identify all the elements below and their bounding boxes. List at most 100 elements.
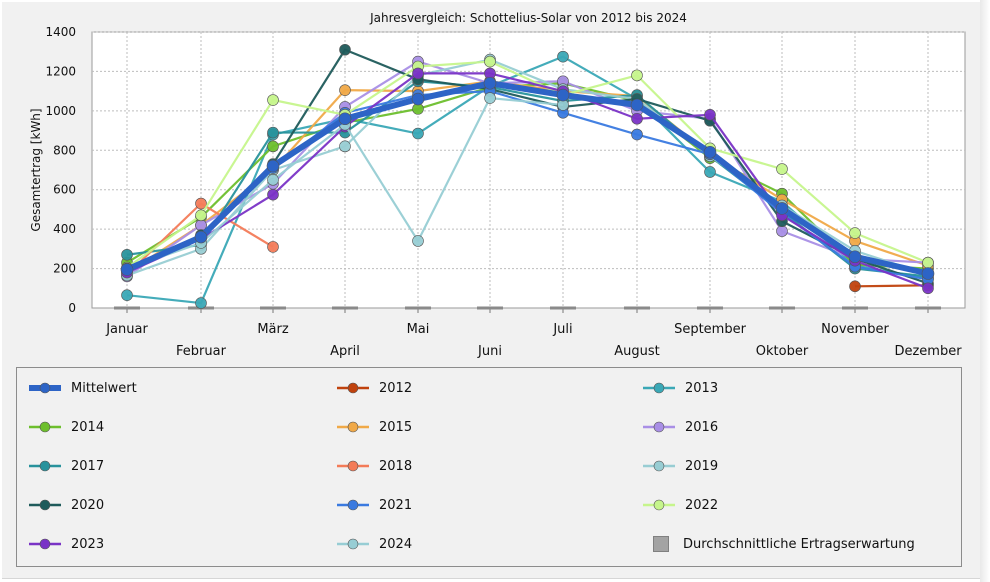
legend-label: 2021	[379, 497, 413, 513]
data-point	[704, 166, 716, 178]
data-point	[267, 94, 279, 106]
series-line	[126, 60, 929, 269]
data-point	[704, 109, 716, 121]
data-point	[412, 235, 424, 247]
data-point	[922, 256, 934, 269]
data-point	[267, 126, 279, 139]
legend-item: 2012	[335, 378, 412, 398]
data-point	[121, 248, 133, 261]
data-point	[921, 267, 935, 280]
expectation-bar	[915, 306, 941, 310]
y-axis-label: Gesamtertrag [kWh]	[29, 108, 43, 231]
data-point	[557, 50, 569, 63]
x-tick-label: Januar	[105, 322, 148, 337]
data-point	[195, 209, 207, 222]
legend-swatch	[29, 421, 61, 433]
legend-label: 2022	[685, 497, 719, 513]
x-tick-label: Mai	[407, 322, 430, 337]
data-point	[484, 92, 496, 104]
series-line	[125, 80, 929, 277]
legend-item: 2014	[27, 417, 104, 437]
data-point	[483, 76, 497, 90]
data-point	[267, 174, 279, 186]
data-point	[776, 163, 788, 175]
legend-label: 2016	[685, 419, 719, 435]
legend-label: Durchschnittliche Ertragserwartung	[683, 536, 915, 552]
legend-label: 2014	[71, 419, 105, 435]
legend-label: 2017	[71, 458, 105, 474]
legend-swatch	[337, 460, 369, 472]
data-point	[195, 297, 207, 309]
window-edge	[980, 0, 990, 582]
legend-item: 2019	[641, 456, 718, 476]
line-chart: 0 200 400 600 800 1000 1200 1400 Januar Februar Mä…	[29, 11, 966, 359]
data-point	[631, 69, 643, 82]
legend-swatch	[643, 499, 675, 511]
legend-item: 2017	[27, 456, 104, 476]
legend-item: 2022	[641, 495, 718, 515]
data-point	[339, 43, 351, 56]
legend-swatch	[653, 536, 669, 552]
legend-label: 2020	[71, 497, 105, 513]
data-point	[267, 188, 279, 201]
legend-swatch	[337, 538, 369, 550]
expectation-bar	[624, 306, 650, 310]
legend-item: 2021	[335, 495, 412, 515]
data-point	[631, 128, 643, 141]
x-tick-label: Februar	[176, 344, 227, 359]
x-tick-label: September	[674, 322, 747, 337]
data-point	[412, 127, 424, 140]
y-tick-label: 1000	[45, 104, 76, 118]
data-point	[267, 140, 279, 153]
legend-item: Durchschnittliche Ertragserwartung	[641, 534, 915, 554]
chart-title: Jahresvergleich: Schottelius-Solar von 2…	[369, 11, 687, 25]
x-tick-label: April	[330, 344, 360, 359]
data-point	[484, 55, 496, 68]
data-point	[556, 88, 570, 102]
series-line	[854, 284, 929, 288]
x-tick-label: November	[821, 322, 889, 337]
legend-swatch	[29, 460, 61, 472]
legend-label: 2018	[379, 458, 413, 474]
x-tick-label: August	[614, 344, 660, 359]
y-tick-label: 600	[53, 183, 76, 197]
data-point	[120, 263, 134, 276]
x-tick-label: März	[257, 322, 289, 337]
data-point	[848, 250, 862, 264]
data-point	[776, 225, 788, 237]
data-point	[266, 159, 280, 173]
legend-item: 2020	[27, 495, 104, 515]
data-point	[267, 241, 279, 253]
legend-swatch	[29, 538, 61, 550]
legend-label: 2015	[379, 419, 413, 435]
data-point	[339, 84, 351, 96]
legend-swatch	[643, 460, 675, 472]
expectation-bar	[550, 306, 576, 310]
data-point	[631, 112, 643, 125]
legend-swatch	[29, 382, 61, 394]
legend-swatch	[643, 382, 675, 394]
legend-item: 2023	[27, 534, 104, 554]
expectation-bar	[405, 306, 431, 310]
legend-swatch	[29, 499, 61, 511]
expectation-bar	[697, 306, 723, 310]
plot-area	[91, 31, 966, 309]
legend-label: 2023	[71, 536, 105, 552]
legend-label: 2024	[379, 536, 413, 552]
data-point	[849, 227, 861, 239]
y-tick-label: 1200	[45, 64, 76, 78]
data-point	[121, 289, 133, 301]
y-tick-label: 400	[53, 222, 76, 236]
series-mittelwert	[120, 76, 935, 280]
legend-label: 2019	[685, 458, 719, 474]
x-tick-label: Dezember	[894, 344, 962, 359]
legend-item: 2015	[335, 417, 412, 437]
legend-label: 2012	[379, 380, 413, 396]
legend-swatch	[337, 421, 369, 433]
expectation-bar	[769, 306, 795, 310]
data-point	[338, 112, 352, 126]
data-point	[849, 280, 861, 293]
legend-label: Mittelwert	[71, 380, 137, 396]
legend-item: 2018	[335, 456, 412, 476]
expectation-bar	[477, 306, 503, 310]
